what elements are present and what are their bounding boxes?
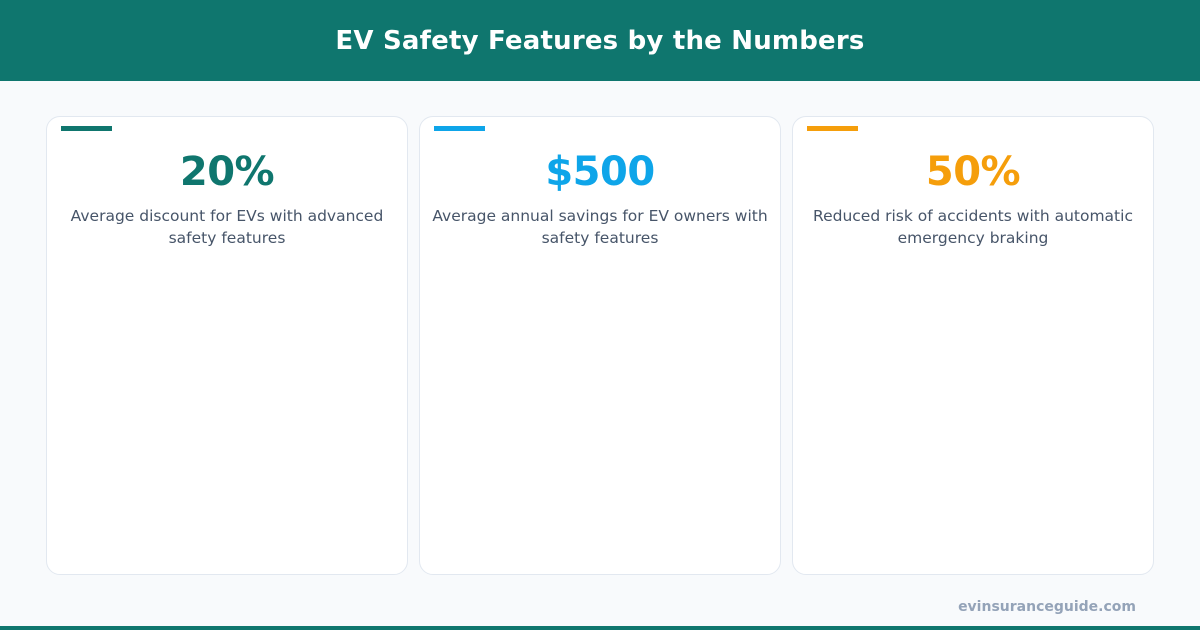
stat-value: 50% [925,149,1021,195]
stat-description: Average discount for EVs with advanced s… [70,207,384,247]
header-banner: EV Safety Features by the Numbers [0,0,1200,81]
stat-description: Reduced risk of accidents with automatic… [813,207,1133,247]
accent-bar [807,126,858,131]
stat-value: 20% [179,149,275,195]
accent-bar [434,126,485,131]
stat-description: Average annual savings for EV owners wit… [432,207,768,247]
accent-bar [61,126,112,131]
stat-card-discount: 20% Average discount for EVs with advanc… [46,116,408,575]
site-url: evinsuranceguide.com [958,599,1136,615]
stat-value: $500 [545,149,655,195]
page-title: EV Safety Features by the Numbers [335,25,865,56]
stat-card-savings: $500 Average annual savings for EV owner… [419,116,781,575]
bottom-accent-bar [0,626,1200,630]
stat-card-risk: 50% Reduced risk of accidents with autom… [792,116,1154,575]
stat-cards: 20% Average discount for EVs with advanc… [46,116,1154,575]
